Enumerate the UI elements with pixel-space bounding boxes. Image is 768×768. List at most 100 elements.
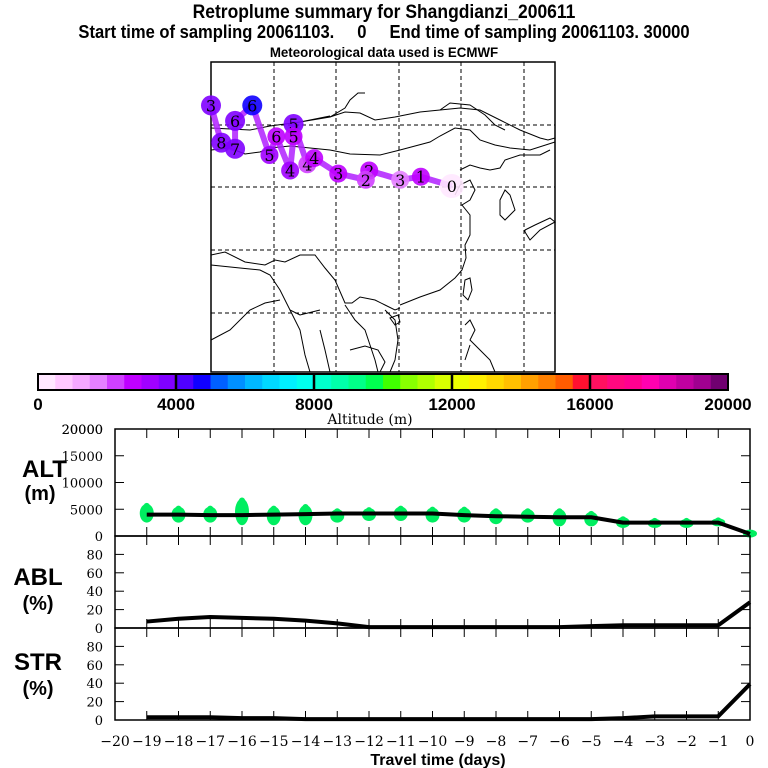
y-tick-label: 0	[95, 530, 103, 545]
alt-panel-label: ALT	[22, 456, 67, 483]
trajectory-cluster-point	[356, 170, 375, 189]
colorbar-segment	[72, 374, 91, 390]
border-line	[329, 107, 556, 141]
colorbar-tick-label: 12000	[428, 395, 475, 414]
time-series-panels: 0500010000150002000020000020406080020406…	[62, 423, 757, 750]
colorbar-segment	[693, 374, 712, 390]
colorbar-frame	[37, 373, 729, 391]
map-gridlines	[211, 62, 555, 372]
x-tick-label: −12	[354, 734, 384, 750]
y-tick-label: 10000	[62, 477, 103, 492]
colorbar-segment	[469, 374, 487, 390]
y-tick-label: 40	[86, 585, 103, 600]
x-tick-label: −8	[486, 734, 507, 750]
abl-panel-label: ABL	[13, 564, 62, 591]
colorbar-segment	[107, 374, 125, 390]
y-tick-label: 80	[86, 640, 103, 655]
altitude-spread-dot	[175, 505, 182, 512]
hainan-coast	[389, 314, 401, 326]
trajectory-day-label: 5	[288, 127, 298, 146]
trajectory-day-label: 5	[288, 115, 298, 134]
altitude-spread-dot	[524, 508, 531, 515]
str-panel-unit: (%)	[22, 678, 53, 700]
philippines-coast	[464, 319, 496, 373]
trajectory-day-label: 1	[416, 168, 426, 187]
y-tick-label: 60	[86, 567, 103, 582]
x-tick-label: −16	[227, 734, 257, 750]
colorbar-segment	[210, 374, 229, 390]
border-line	[210, 264, 321, 316]
colorbar-segment	[38, 374, 56, 390]
colorbar-tick-label: 16000	[566, 395, 613, 414]
colorbar-segment	[141, 374, 160, 390]
colorbar-segment	[572, 374, 591, 390]
trajectory-cluster-point	[225, 110, 246, 131]
series-line-alt	[146, 511, 751, 536]
trajectory-cluster-point	[305, 149, 324, 168]
korea-coast	[499, 189, 516, 221]
trajectory-cluster-point	[284, 127, 303, 146]
trajectory-day-label: 2	[361, 171, 371, 190]
taiwan-coast	[462, 277, 473, 301]
alt-panel-unit: (m)	[24, 483, 55, 505]
coastline	[399, 179, 476, 306]
altitude-spread-dot	[429, 506, 436, 513]
colorbar-segment	[538, 374, 556, 390]
y-tick-label: 0	[95, 622, 103, 637]
colorbar-segment	[89, 374, 108, 390]
border-line	[459, 149, 551, 171]
y-tick-label: 20000	[62, 423, 103, 438]
abl-panel-unit: (%)	[22, 593, 53, 615]
colorbar-segment	[55, 374, 73, 390]
colorbar-segment	[434, 374, 453, 390]
border-line	[439, 102, 506, 131]
trajectory-cluster-point	[201, 95, 221, 116]
colorbar-segment	[624, 374, 643, 390]
colorbar-segment	[676, 374, 694, 390]
trajectory-cluster-point	[260, 146, 279, 164]
colorbar-segment	[262, 374, 280, 390]
colorbar-tick-label: 8000	[295, 395, 333, 414]
x-tick-label: −10	[418, 734, 448, 750]
x-tick-label: −13	[322, 734, 352, 750]
trajectory-day-label: 8	[216, 134, 226, 153]
altitude-spread-dot	[143, 502, 150, 509]
x-tick-label: −1	[708, 734, 729, 750]
trajectory-day-label: 6	[230, 112, 240, 131]
colorbar-segment	[245, 374, 263, 390]
coastline	[289, 309, 331, 373]
panel-frame	[114, 535, 751, 629]
altitude-spread-dot	[556, 508, 563, 515]
met-data-line: Meteorological data used is ECMWF	[269, 44, 499, 60]
colorbar-segment	[452, 374, 470, 390]
colorbar-segment	[659, 374, 677, 390]
trajectory-day-label: 3	[395, 171, 405, 190]
trajectory-cluster-point	[242, 95, 263, 116]
border-line	[210, 251, 401, 311]
trajectory-day-label: 5	[264, 146, 274, 165]
series-line-abl	[146, 600, 752, 630]
x-tick-label: −11	[386, 734, 416, 750]
x-tick-label: −15	[259, 734, 289, 750]
chart-subtitle: Start time of sampling 20061103. 0 End t…	[78, 22, 690, 42]
x-tick-label: −2	[676, 734, 697, 750]
trajectory-cluster-point	[391, 170, 410, 189]
colorbar-segment	[503, 374, 522, 390]
x-tick-label: −18	[164, 734, 194, 750]
y-tick-label: 40	[86, 677, 103, 692]
trajectory-day-label: 3	[333, 165, 343, 184]
y-tick-label: 60	[86, 659, 103, 674]
colorbar-segment	[555, 374, 574, 390]
x-tick-label: −3	[644, 734, 665, 750]
x-tick-label: −7	[517, 734, 538, 750]
coastline	[344, 304, 386, 373]
colorbar-segment	[296, 374, 315, 390]
y-tick-label: 5000	[70, 503, 103, 518]
colorbar-segment	[124, 374, 142, 390]
coastlines	[210, 92, 556, 373]
y-tick-label: 20	[86, 604, 103, 619]
colorbar-tick-label: 0	[33, 395, 42, 414]
